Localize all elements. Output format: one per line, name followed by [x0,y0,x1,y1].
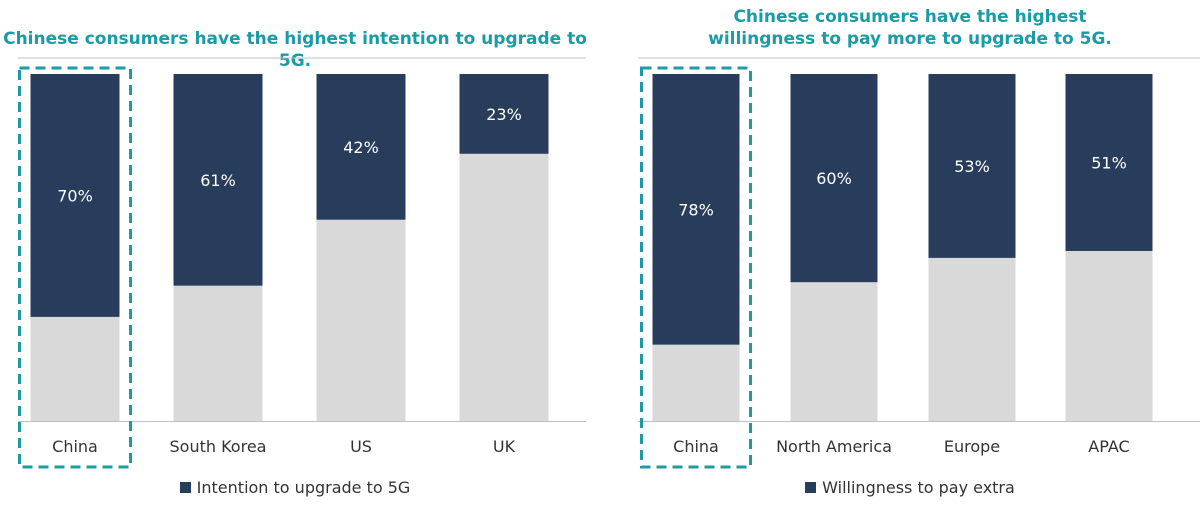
legend-swatch [805,482,817,493]
legend: Willingness to pay extra [620,478,1200,497]
highlight-box [18,66,132,469]
data-label: 53% [954,157,990,176]
bar [173,74,263,286]
category-label: China [673,437,719,456]
chart-panel-intention: Chinese consumers have the highest inten… [0,0,590,521]
bar-remainder [173,285,263,421]
bar [316,74,406,220]
bar [1065,74,1153,251]
chart-panel-willingness: Chinese consumers have the highest willi… [620,0,1200,521]
bar-remainder [459,153,549,421]
category-label: US [350,437,372,456]
bar-remainder [652,344,740,421]
bar-remainder [1065,250,1153,421]
data-label: 23% [486,105,522,124]
bar [790,74,878,283]
category-label: UK [493,437,516,456]
category-label: North America [776,437,892,456]
data-label: 42% [343,138,379,157]
bar [459,74,549,154]
category-label: China [52,437,98,456]
bar-remainder [30,316,120,421]
data-label: 61% [200,171,236,190]
chart-title-text: Chinese consumers have the highest willi… [708,7,1112,49]
chart-plot: 78% China 60% North America 53% Europe 51% APAC [638,57,1200,469]
legend-label: Willingness to pay extra [822,478,1015,497]
bar [928,74,1016,258]
chart-title: Chinese consumers have the highest willi… [620,6,1200,50]
bar-remainder [316,219,406,421]
category-label: Europe [944,437,1000,456]
chart-title: Chinese consumers have the highest inten… [3,29,587,71]
legend-swatch [179,482,191,493]
bar-remainder [790,282,878,421]
bar [652,74,740,345]
data-label: 51% [1091,153,1127,172]
chart-plot: 70% China 61% South Korea 42% US 23% UK [18,57,586,469]
category-label: APAC [1088,437,1129,456]
data-label: 78% [678,200,714,219]
legend-label: Intention to upgrade to 5G [196,478,411,497]
data-label: 70% [57,186,93,205]
highlight-box [640,66,752,469]
legend: Intention to upgrade to 5G [0,478,590,497]
bar-remainder [928,257,1016,421]
category-label: South Korea [170,437,267,456]
bar [30,74,120,317]
data-label: 60% [816,169,852,188]
